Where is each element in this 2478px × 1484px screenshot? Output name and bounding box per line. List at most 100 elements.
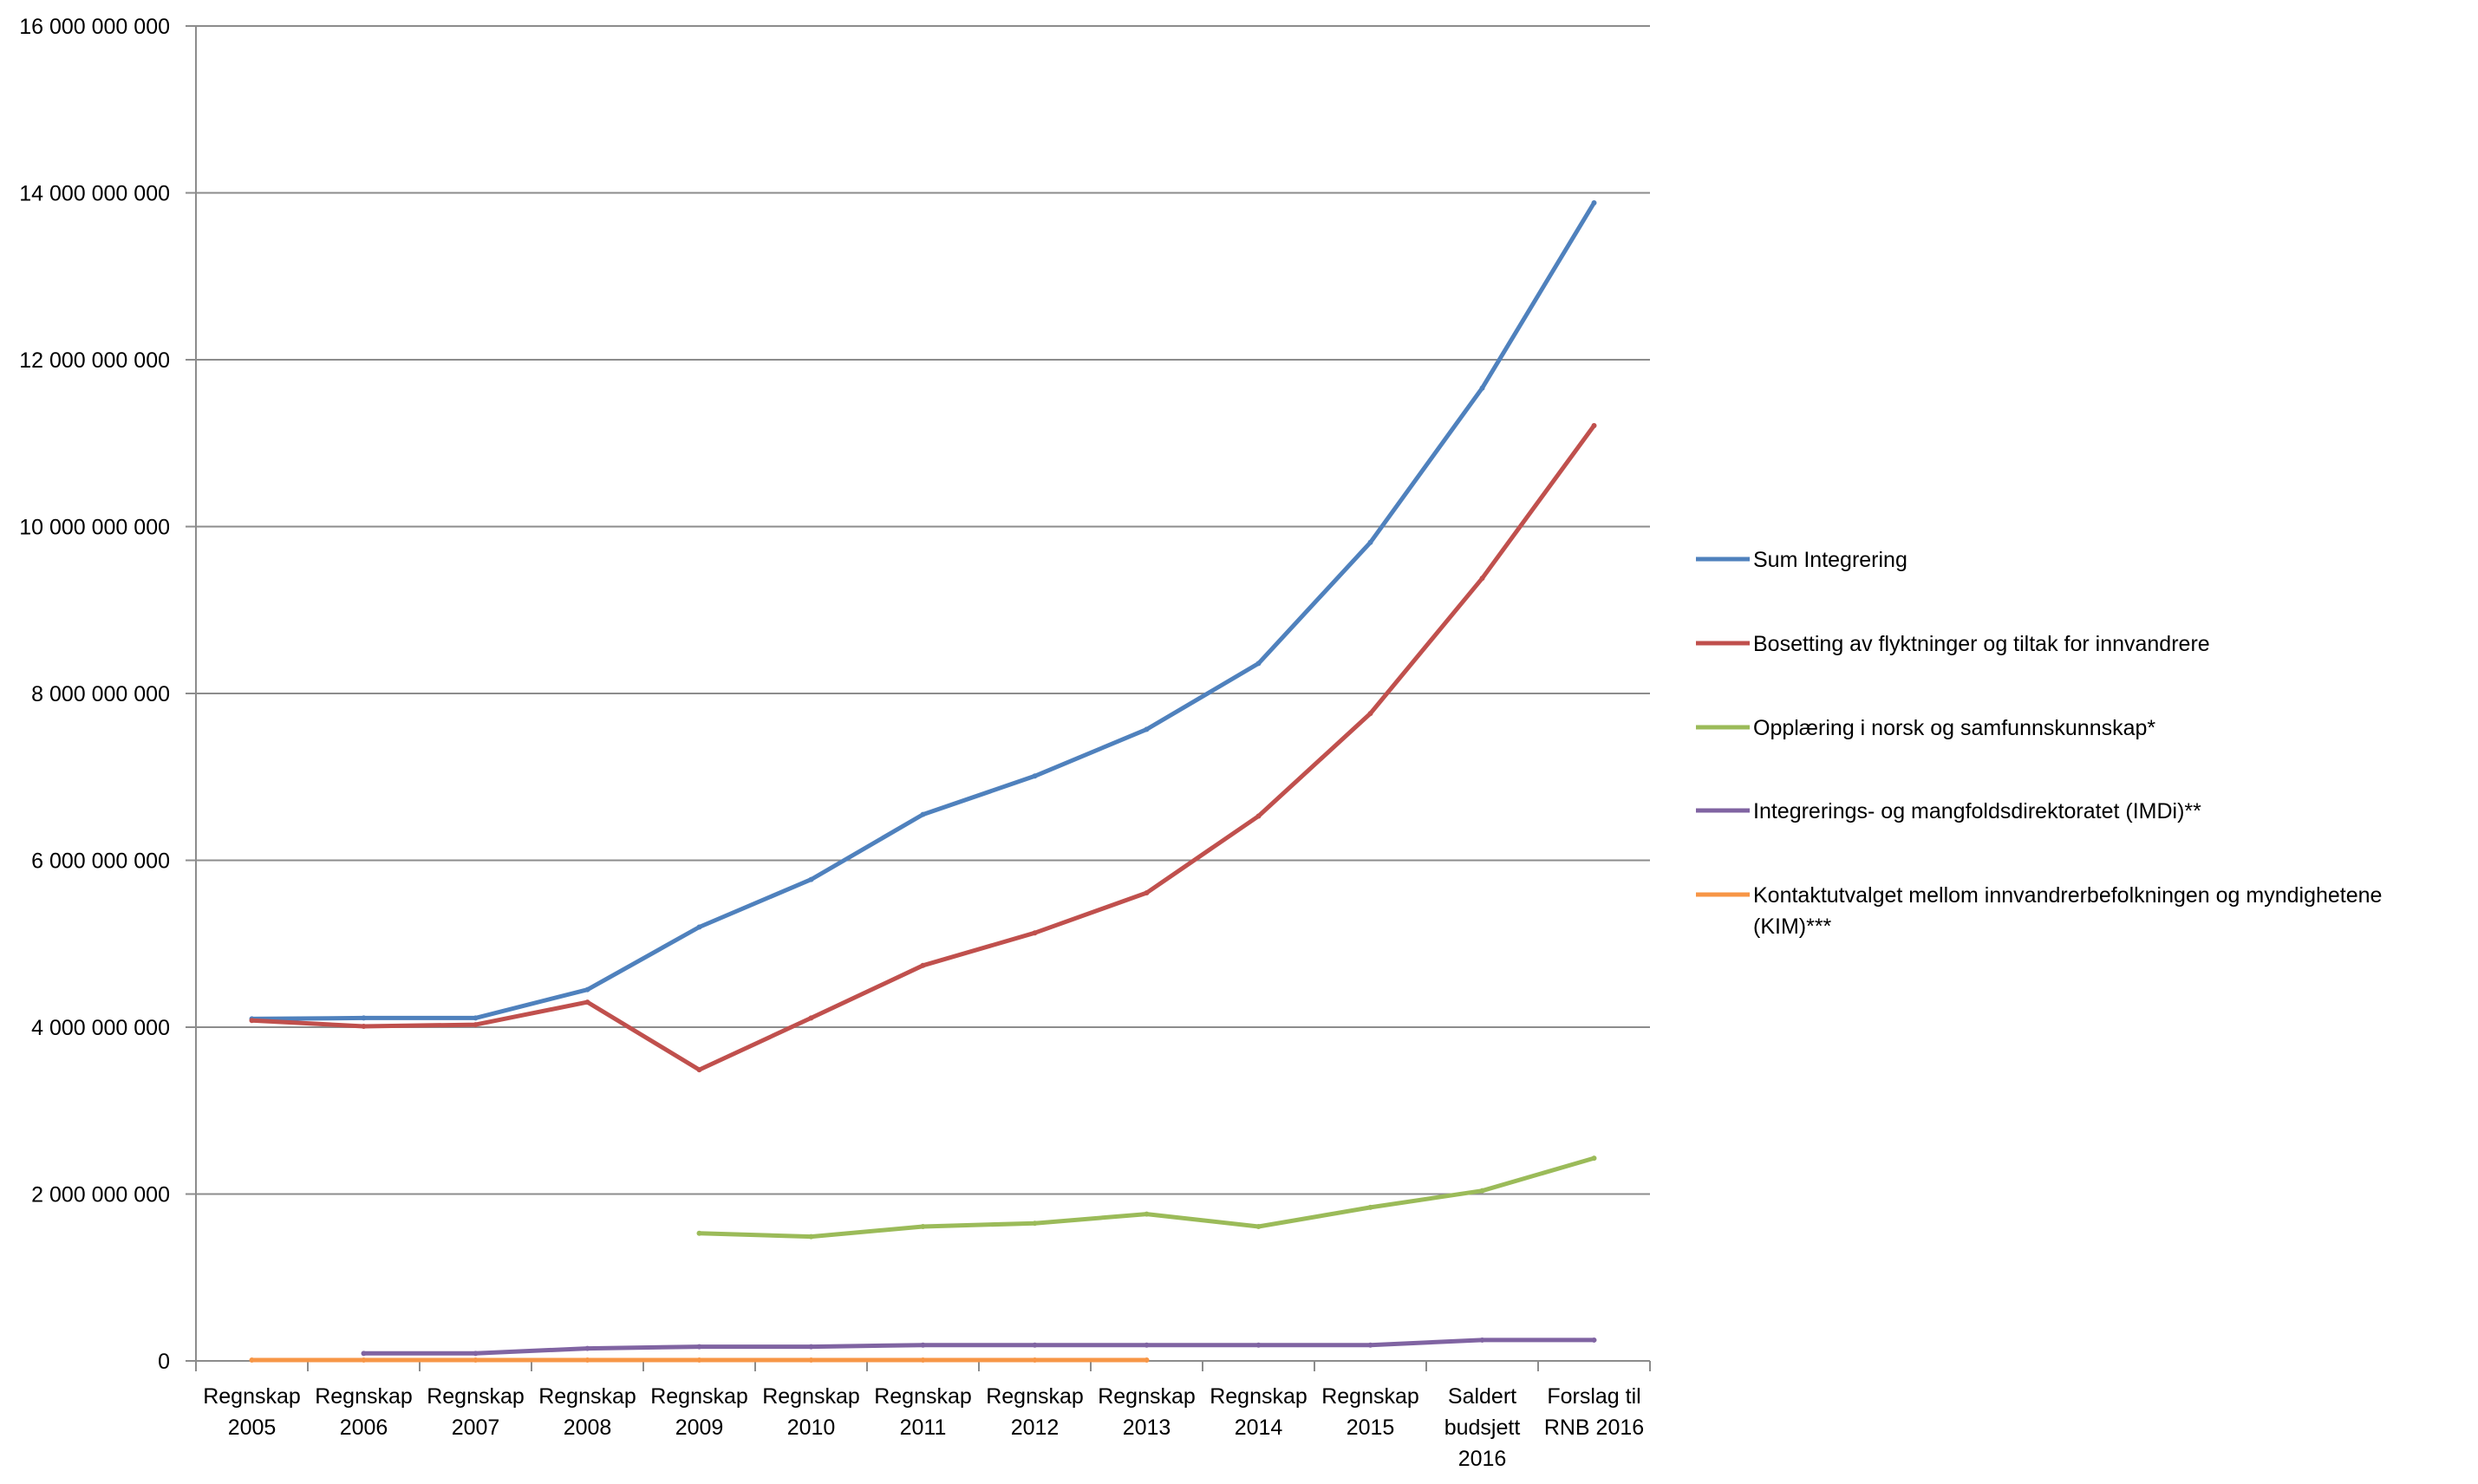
data-point — [361, 1351, 367, 1357]
data-point — [1032, 1342, 1038, 1348]
legend-label-line: (KIM)*** — [1753, 914, 1832, 939]
x-tick-label-line: 2013 — [1123, 1416, 1171, 1440]
x-tick-label: Regnskap 2015 — [1321, 1384, 1419, 1440]
data-point — [920, 962, 926, 968]
x-tick-label-line: 2011 — [900, 1416, 947, 1440]
series-lines — [249, 200, 1597, 1364]
data-point — [808, 876, 814, 882]
y-tick-label: 4 000 000 000 — [31, 1016, 170, 1040]
series-line — [250, 200, 1596, 1021]
legend: Sum Integrering Bosetting av flyktninger … — [1696, 548, 2382, 939]
data-point — [1367, 711, 1373, 717]
legend-label-line: Kontaktutvalget mellom innvandrerbefolkn… — [1753, 883, 2382, 908]
y-tick-label: 2 000 000 000 — [31, 1183, 170, 1207]
data-point — [1144, 1211, 1150, 1217]
x-tick-label: Regnskap 2009 — [650, 1384, 748, 1440]
x-tick-label-line: Regnskap — [315, 1384, 413, 1409]
data-point — [920, 1342, 926, 1348]
data-point — [584, 999, 590, 1006]
data-point — [920, 1224, 926, 1230]
data-point — [1591, 1337, 1597, 1343]
series-line — [362, 1338, 1596, 1356]
y-tick-label: 0 — [158, 1350, 170, 1374]
x-tick-label: Regnskap 2008 — [538, 1384, 636, 1440]
x-tick-label-line: Regnskap — [650, 1384, 748, 1409]
data-point — [696, 924, 702, 930]
data-point — [1479, 385, 1485, 391]
x-tick-label: Regnskap 2013 — [1098, 1384, 1196, 1440]
data-point — [361, 1015, 367, 1021]
x-tick-label-line: 2009 — [675, 1416, 724, 1440]
y-tick-label: 14 000 000 000 — [19, 182, 170, 206]
data-point — [473, 1022, 479, 1028]
legend-label-line: Sum Integrering — [1753, 548, 1907, 572]
data-point — [1144, 1357, 1150, 1364]
x-tick-label-line: Regnskap — [427, 1384, 525, 1409]
x-tick-label-line: 2005 — [228, 1416, 277, 1440]
legend-entry-3: Opplæring i norsk og samfunnskunnskap* — [1696, 716, 2155, 740]
data-point — [1591, 200, 1597, 206]
x-tick-label-line: Regnskap — [762, 1384, 860, 1409]
series-line — [250, 423, 1596, 1072]
x-tick-label: Regnskap 2010 — [762, 1384, 860, 1440]
x-tick-label-line: 2016 — [1458, 1447, 1507, 1471]
x-tick-label-line: 2015 — [1347, 1416, 1395, 1440]
x-tick-label-line: 2010 — [787, 1416, 836, 1440]
y-tick-label: 8 000 000 000 — [31, 682, 170, 706]
data-point — [361, 1024, 367, 1030]
data-point — [473, 1351, 479, 1357]
legend-label-line: Integrerings- og mangfoldsdirektoratet (… — [1753, 799, 2201, 823]
data-point — [1032, 930, 1038, 936]
data-point — [808, 1357, 814, 1364]
data-point — [920, 811, 926, 817]
x-tick-label-line: budsjett — [1444, 1416, 1521, 1440]
data-point — [473, 1015, 479, 1021]
legend-label: Bosetting av flyktninger og tiltak for i… — [1753, 632, 2210, 656]
legend-label: Opplæring i norsk og samfunnskunnskap* — [1753, 716, 2155, 740]
data-point — [1367, 1204, 1373, 1210]
y-tick-label: 12 000 000 000 — [19, 348, 170, 373]
data-point — [696, 1344, 702, 1350]
legend-label-line: Bosetting av flyktninger og tiltak for i… — [1753, 632, 2210, 656]
x-tick-label-line: Regnskap — [874, 1384, 972, 1409]
data-point — [808, 1015, 814, 1021]
x-tick-label-line: Regnskap — [1321, 1384, 1419, 1409]
data-point — [361, 1357, 367, 1364]
data-point — [696, 1230, 702, 1236]
x-tick-label-line: 2012 — [1011, 1416, 1060, 1440]
x-tick-label-line: Forslag til — [1547, 1384, 1640, 1409]
data-point — [808, 1233, 814, 1240]
data-point — [1255, 813, 1262, 819]
x-tick-label: Regnskap 2014 — [1210, 1384, 1307, 1440]
data-point — [1032, 1357, 1038, 1364]
data-point — [1591, 423, 1597, 429]
x-tick-label: Regnskap 2011 — [874, 1384, 972, 1440]
data-point — [584, 1345, 590, 1351]
x-tick-label: Regnskap 2005 — [203, 1384, 301, 1440]
data-point — [1255, 661, 1262, 667]
data-point — [1144, 726, 1150, 732]
y-tick-label: 6 000 000 000 — [31, 849, 170, 874]
data-point — [584, 1357, 590, 1364]
x-tick-label: Forslag til RNB 2016 — [1544, 1384, 1644, 1440]
legend-entry-1: Sum Integrering — [1696, 548, 1907, 572]
data-point — [1479, 1188, 1485, 1194]
x-tick-label-line: Regnskap — [538, 1384, 636, 1409]
y-tick-label: 16 000 000 000 — [19, 15, 170, 39]
x-tick-label-line: Regnskap — [1098, 1384, 1196, 1409]
legend-label: Integrerings- og mangfoldsdirektoratet (… — [1753, 799, 2201, 823]
x-tick-label: Regnskap 2006 — [315, 1384, 413, 1440]
data-point — [1255, 1342, 1262, 1348]
data-point — [1144, 1342, 1150, 1348]
legend-entry-2: Bosetting av flyktninger og tiltak for i… — [1696, 632, 2210, 656]
data-point — [1367, 539, 1373, 545]
data-point — [249, 1018, 255, 1024]
data-point — [249, 1357, 255, 1364]
data-point — [1591, 1155, 1597, 1162]
series-5 — [249, 1357, 1150, 1364]
x-tick-label-line: 2006 — [340, 1416, 388, 1440]
data-point — [808, 1344, 814, 1350]
data-point — [584, 986, 590, 993]
